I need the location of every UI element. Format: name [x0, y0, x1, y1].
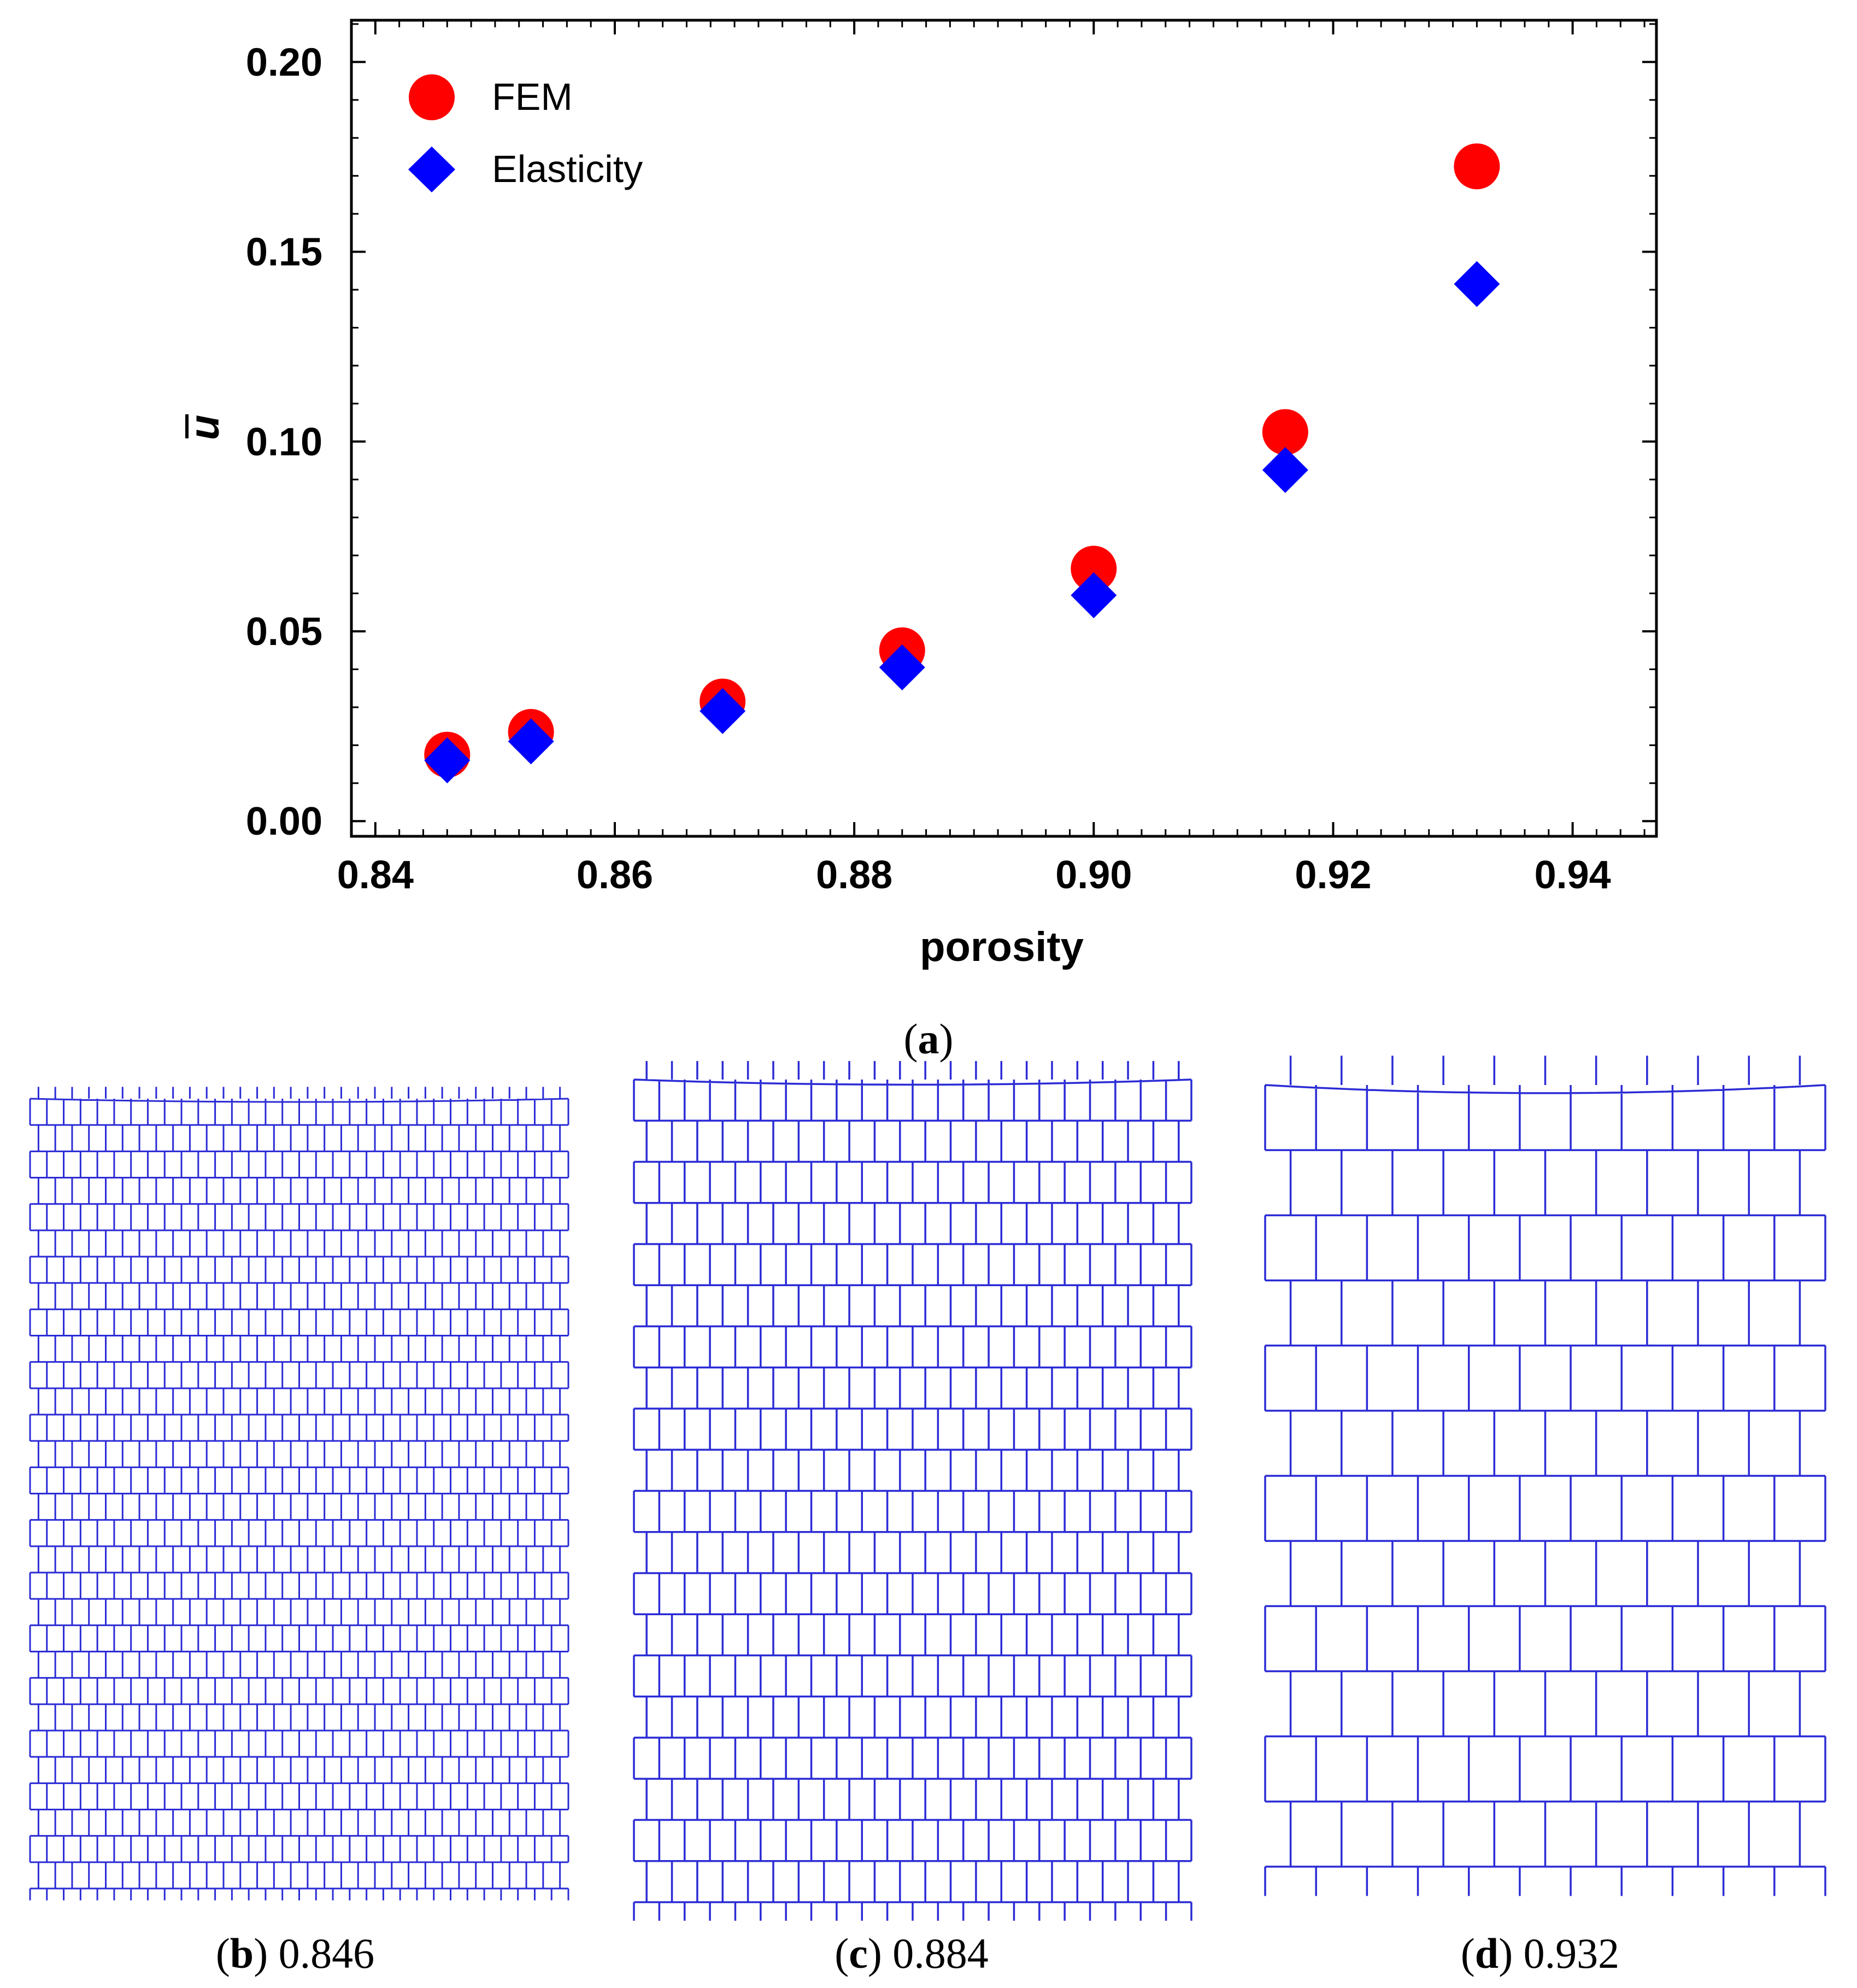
legend-elasticity-marker	[408, 146, 455, 192]
y-axis-label-group: u	[181, 414, 228, 440]
lattice-panel-d	[1264, 1055, 1826, 1896]
elasticity-point	[700, 688, 746, 734]
y-tick-label: 0.00	[246, 800, 322, 843]
y-tick-label: 0.10	[246, 420, 322, 464]
legend: FEM Elasticity	[408, 74, 643, 192]
plot-frame	[350, 19, 1658, 838]
y-axis-label: u	[181, 415, 228, 440]
legend-elasticity-label: Elasticity	[492, 148, 643, 190]
tick-labels: 0.84 0.86 0.88 0.90 0.92 0.94 0.00 0.05 0.10 0.15…	[246, 40, 1611, 897]
fem-point	[1454, 143, 1500, 190]
lattice-mesh-d	[1264, 1055, 1826, 1896]
x-tick-label: 0.88	[816, 853, 892, 897]
fem-point	[1262, 409, 1308, 455]
lattice-panel-b	[29, 1087, 569, 1901]
caption-c-value: 0.884	[892, 1930, 989, 1977]
lattice-mesh-b	[29, 1087, 569, 1901]
caption-c: (c) 0.884	[835, 1930, 989, 1977]
caption-a-letter: a	[918, 1015, 939, 1063]
x-tick-label: 0.90	[1055, 853, 1132, 897]
elasticity-point	[1454, 261, 1500, 307]
caption-b: (b) 0.846	[216, 1930, 374, 1977]
x-tick-label: 0.92	[1295, 853, 1371, 897]
elasticity-point	[1071, 572, 1117, 619]
lattice-panel-c	[633, 1061, 1192, 1921]
caption-c-letter: c	[849, 1930, 868, 1977]
caption-d-value: 0.932	[1524, 1930, 1620, 1977]
axis-ticks	[350, 20, 1656, 836]
x-axis-label: porosity	[920, 924, 1084, 970]
caption-b-letter: b	[230, 1930, 254, 1977]
elasticity-point	[424, 737, 471, 784]
legend-fem-label: FEM	[492, 75, 573, 118]
x-tick-label: 0.94	[1535, 853, 1611, 897]
x-tick-label: 0.84	[337, 853, 414, 897]
y-tick-label: 0.05	[246, 610, 322, 654]
y-tick-label: 0.20	[246, 40, 322, 84]
scatter-chart: 0.84 0.86 0.88 0.90 0.92 0.94 0.00 0.05 0.10 0.15…	[181, 19, 1658, 1063]
fem-point	[1071, 546, 1117, 592]
legend-fem-marker	[409, 74, 455, 120]
elasticity-point	[508, 718, 554, 765]
caption-b-value: 0.846	[279, 1930, 375, 1977]
elasticity-point	[1262, 447, 1308, 493]
x-tick-label: 0.86	[577, 853, 653, 897]
caption-d-letter: d	[1475, 1930, 1498, 1977]
y-tick-label: 0.15	[246, 231, 322, 274]
data-markers	[424, 143, 1500, 784]
caption-d: (d) 0.932	[1461, 1930, 1619, 1977]
lattice-mesh-c	[633, 1061, 1192, 1921]
caption-a: (a)	[904, 1015, 954, 1063]
elasticity-point	[879, 644, 925, 690]
